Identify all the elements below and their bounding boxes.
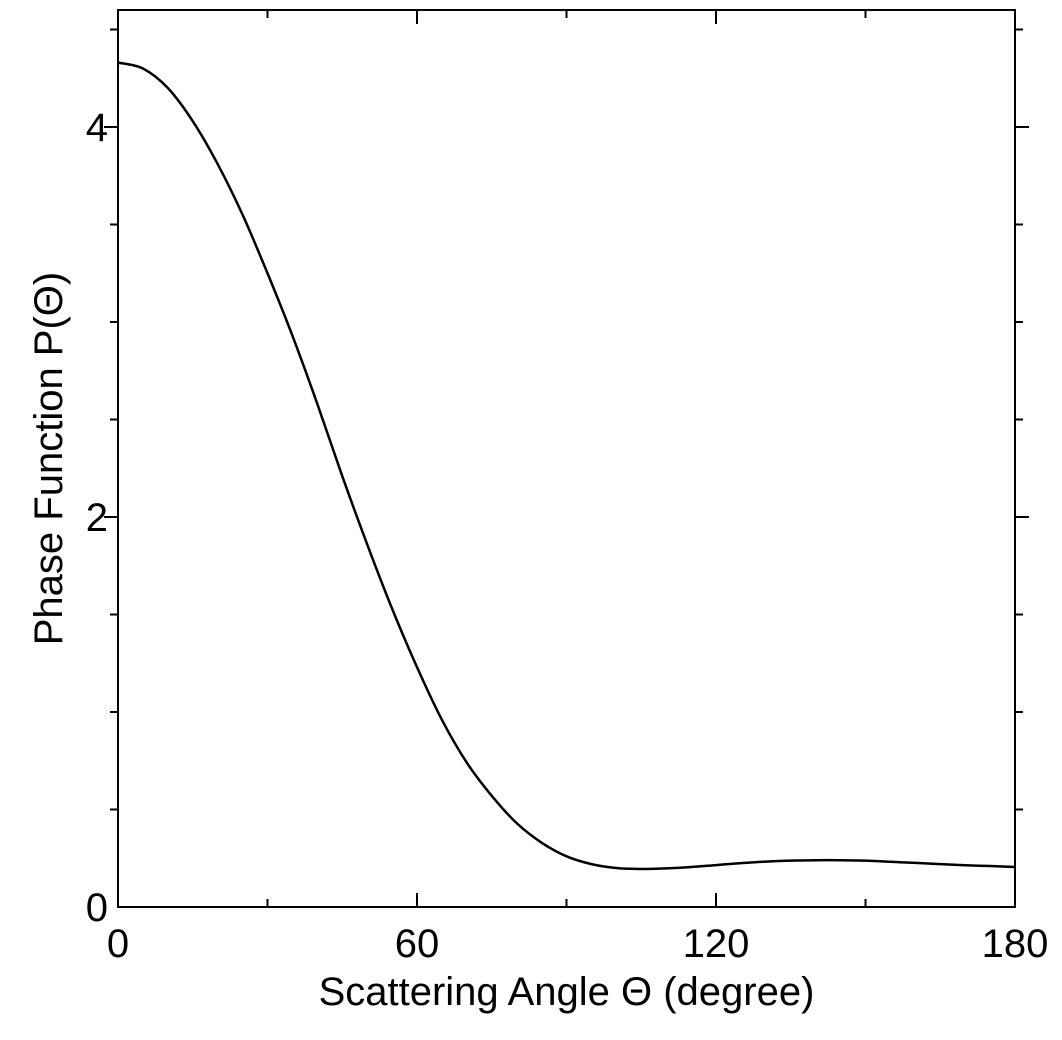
minor-ticks — [110, 10, 1023, 907]
x-tick-label: 180 — [982, 922, 1049, 966]
phase-function-curve — [118, 63, 1015, 869]
tick-labels: 0 60 120 180 0 2 4 — [86, 106, 1049, 966]
x-tick-label: 120 — [683, 922, 750, 966]
y-tick-label: 0 — [86, 886, 108, 930]
y-axis-title: Phase Function P(Θ) — [27, 272, 71, 646]
y-tick-label: 2 — [86, 496, 108, 540]
x-axis-title: Scattering Angle Θ (degree) — [319, 970, 815, 1014]
x-tick-label: 60 — [395, 922, 440, 966]
x-tick-label: 0 — [107, 922, 129, 966]
plot-frame — [118, 10, 1015, 907]
series-layer — [118, 63, 1015, 869]
major-ticks — [104, 10, 1029, 907]
y-tick-label: 4 — [86, 106, 108, 150]
